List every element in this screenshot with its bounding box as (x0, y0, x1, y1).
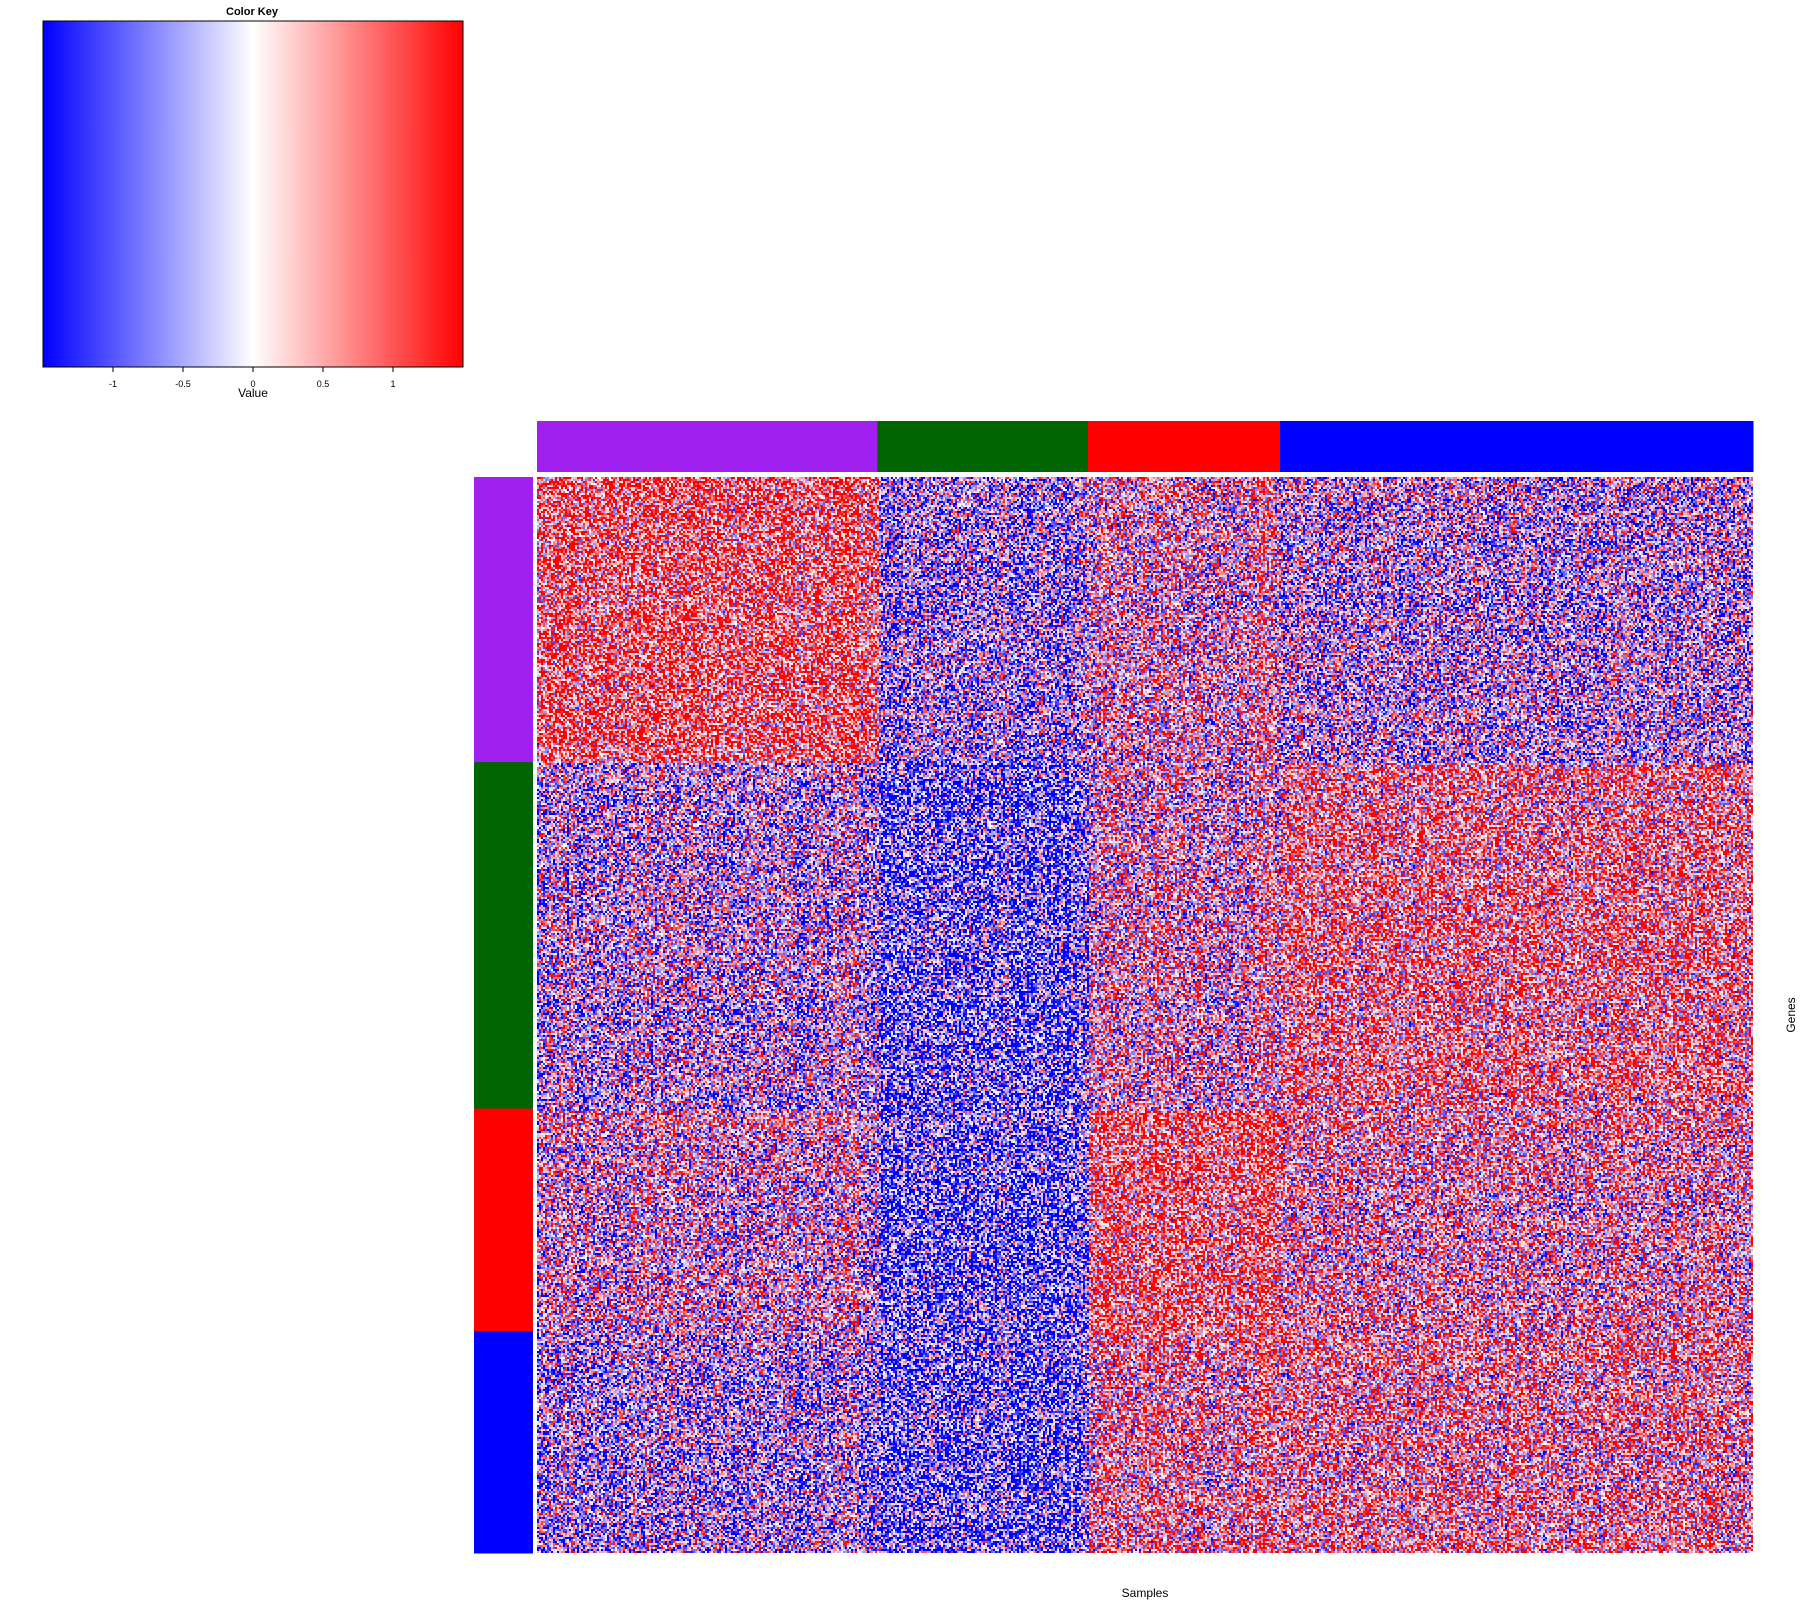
color-key-xlabel: Value (238, 386, 268, 400)
row-group-blue (474, 1331, 533, 1554)
row-side-colors (474, 477, 533, 1554)
column-group-blue (1279, 421, 1754, 472)
column-group-red (1087, 421, 1281, 472)
row-group-red (474, 1108, 533, 1332)
y-axis-label: Genes (1784, 997, 1798, 1032)
column-side-colors (537, 421, 1754, 472)
x-axis-label: Samples (1122, 1586, 1169, 1600)
color-key-title: Color Key (226, 6, 279, 18)
column-group-purple (537, 421, 878, 472)
color-key: Color Key -1 -0.5 0 0.5 1 Value (42, 6, 464, 400)
row-group-purple (474, 477, 533, 763)
color-key-gradient (42, 20, 464, 368)
row-group-green (474, 762, 533, 1110)
color-key-tick-label: -1 (109, 379, 117, 389)
color-key-tick-label: -0.5 (175, 379, 191, 389)
column-group-green (877, 421, 1089, 472)
color-key-tick-label: 1 (390, 379, 395, 389)
color-key-tick-label: 0.5 (317, 379, 330, 389)
heatmap-matrix (537, 477, 1753, 1553)
color-key-axis: -1 -0.5 0 0.5 1 (43, 366, 463, 389)
color-key-tick-label: 0 (250, 379, 255, 389)
